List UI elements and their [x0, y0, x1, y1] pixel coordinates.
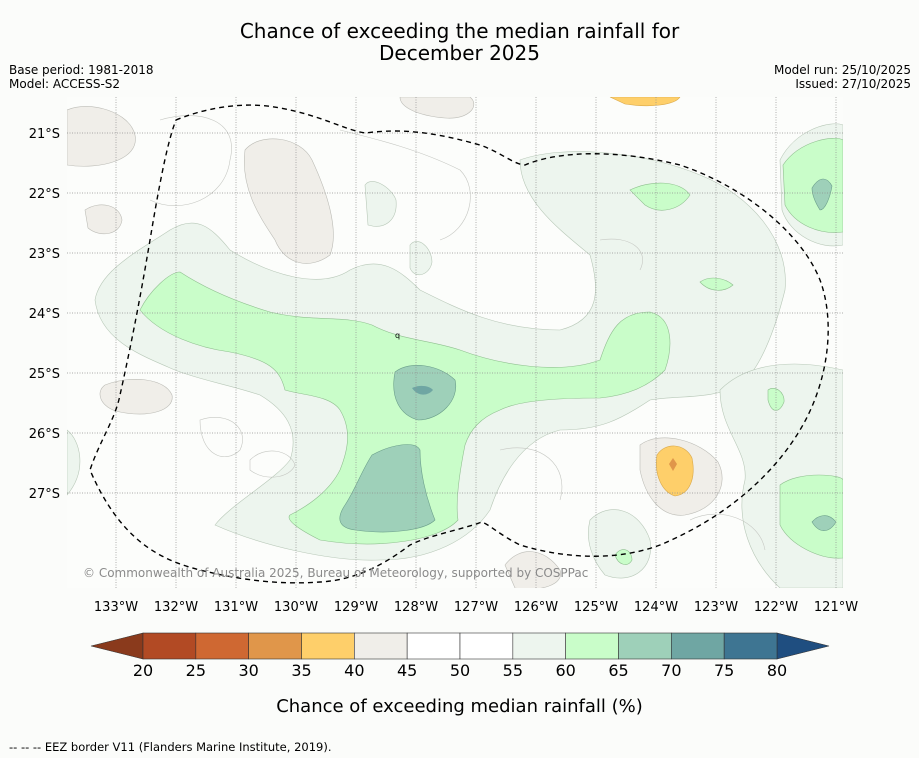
colorbar-tick-label: 30 — [238, 661, 258, 680]
colorbar-label: Chance of exceeding median rainfall (%) — [276, 696, 643, 717]
lat-label: 24°S — [29, 307, 60, 322]
issued-date: Issued: 27/10/2025 — [795, 77, 911, 91]
lat-label: 25°S — [29, 367, 60, 382]
lon-label: 128°W — [394, 600, 438, 615]
low-chance-region — [609, 97, 681, 107]
colorbar-tick-label: 50 — [450, 661, 470, 680]
base-period-info: Base period: 1981-2018 Model: ACCESS-S2 — [9, 63, 154, 91]
above-median-region — [629, 182, 691, 211]
low-chance-region — [656, 445, 694, 497]
colorbar-tick-label: 65 — [608, 661, 628, 680]
colorbar-over-triangle — [776, 632, 830, 660]
above-median-region — [782, 137, 843, 233]
colorbar-tick-label: 35 — [291, 661, 311, 680]
colorbar-segment — [195, 632, 249, 660]
lon-label: 124°W — [634, 600, 678, 615]
contour-fields: q © Commonwealth of Australia 2025, Bure… — [67, 97, 843, 588]
lon-label: 132°W — [154, 600, 198, 615]
colorbar-tick-label: 20 — [133, 661, 153, 680]
colorbar-tick-label: 75 — [714, 661, 734, 680]
colorbar: 20 25 30 35 40 45 50 55 60 65 70 75 80 — [90, 632, 830, 680]
colorbar-segment — [406, 632, 461, 660]
lat-label: 27°S — [29, 487, 60, 502]
lon-label: 122°W — [754, 600, 798, 615]
model-name: Model: ACCESS-S2 — [9, 77, 121, 91]
lon-label: 129°W — [334, 600, 378, 615]
lon-label: 121°W — [814, 600, 858, 615]
colorbar-segment — [565, 632, 619, 660]
above-median-region — [409, 241, 433, 276]
colorbar-segment — [354, 632, 408, 660]
colorbar-segment — [512, 632, 566, 660]
very-low-chance-region — [669, 458, 677, 471]
model-run-info: Model run: 25/10/2025 Issued: 27/10/2025 — [774, 63, 911, 91]
copyright-notice: © Commonwealth of Australia 2025, Bureau… — [83, 566, 588, 580]
above-median-region — [699, 277, 734, 291]
base-period: Base period: 1981-2018 — [9, 63, 154, 77]
high-chance-region — [811, 178, 833, 211]
graticule — [67, 97, 843, 588]
colorbar-tick-label: 60 — [555, 661, 575, 680]
colorbar-segment — [142, 632, 197, 660]
above-median-region — [588, 509, 651, 579]
isolines — [149, 115, 766, 551]
colorbar-tick-label: 55 — [503, 661, 523, 680]
lon-label: 127°W — [454, 600, 498, 615]
colorbar-tick-label: 45 — [397, 661, 417, 680]
model-run-date: Model run: 25/10/2025 — [773, 63, 911, 77]
longitude-labels: 133°W 132°W 131°W 130°W 129°W 128°W 127°… — [94, 600, 858, 615]
colorbar-segment — [671, 632, 725, 660]
lon-label: 123°W — [694, 600, 738, 615]
contour-marker: q — [395, 331, 400, 340]
below-median-region — [67, 106, 136, 167]
colorbar-under-triangle — [90, 632, 144, 660]
lon-label: 130°W — [274, 600, 318, 615]
title-line-2: December 2025 — [379, 41, 540, 65]
below-median-region — [399, 97, 475, 119]
eez-legend-note: -- -- -- EEZ border V11 (Flanders Marine… — [9, 740, 332, 754]
very-high-chance-region — [412, 385, 433, 395]
high-chance-region — [339, 444, 436, 533]
colorbar-segment — [459, 632, 514, 660]
colorbar-segment — [301, 632, 355, 660]
below-median-region — [99, 379, 173, 415]
lat-label: 26°S — [29, 427, 60, 442]
title-line-1: Chance of exceeding the median rainfall … — [239, 19, 680, 43]
lon-label: 125°W — [574, 600, 618, 615]
colorbar-tick-label: 40 — [344, 661, 364, 680]
above-median-region — [364, 181, 397, 227]
lon-label: 126°W — [514, 600, 558, 615]
above-median-region — [767, 388, 785, 411]
lat-label: 21°S — [29, 127, 60, 142]
colorbar-segment — [723, 632, 778, 660]
colorbar-segment — [618, 632, 672, 660]
colorbar-tick-label: 70 — [661, 661, 681, 680]
lat-label: 23°S — [29, 247, 60, 262]
above-median-region — [614, 549, 633, 565]
latitude-labels: 21°S 22°S 23°S 24°S 25°S 26°S 27°S — [29, 127, 60, 502]
lat-label: 22°S — [29, 187, 60, 202]
lon-label: 133°W — [94, 600, 138, 615]
colorbar-tick-label: 80 — [767, 661, 787, 680]
below-median-region — [84, 204, 123, 235]
above-median-region — [779, 474, 843, 559]
colorbar-tick-label: 25 — [186, 661, 206, 680]
lon-label: 131°W — [214, 600, 258, 615]
map-title: Chance of exceeding the median rainfall … — [0, 20, 919, 64]
below-median-region — [504, 551, 561, 588]
colorbar-segment — [248, 632, 302, 660]
above-median-region — [67, 429, 81, 496]
